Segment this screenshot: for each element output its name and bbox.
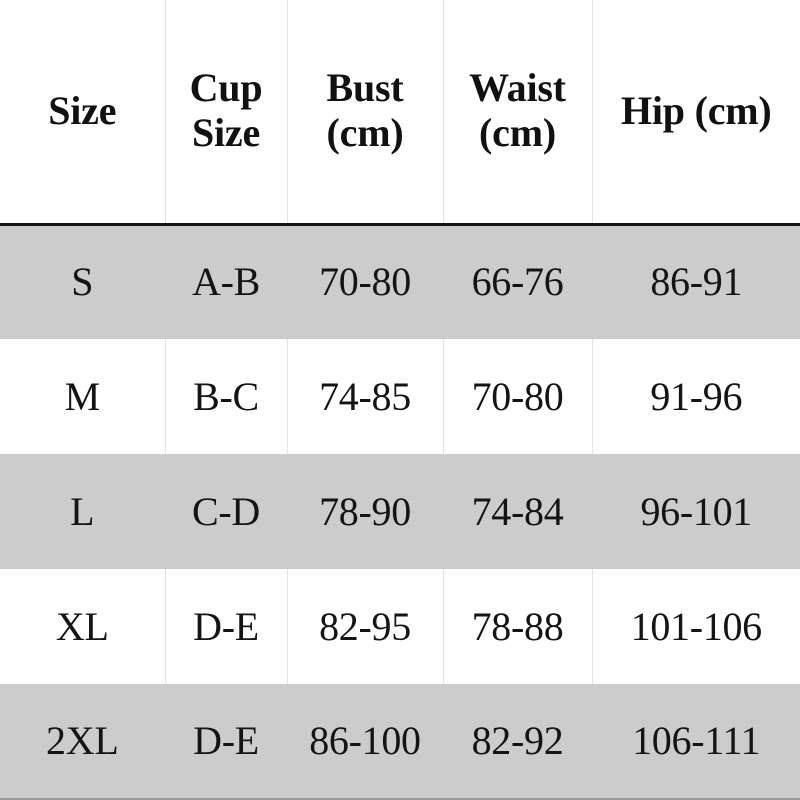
cell-bust: 70-80 <box>287 224 444 339</box>
table-row: M B-C 74-85 70-80 91-96 <box>0 339 800 454</box>
cell-waist: 66-76 <box>443 224 593 339</box>
cell-waist: 78-88 <box>443 569 593 684</box>
table-header-row: Size Cup Size Bust (cm) Waist (cm) Hip (… <box>0 0 800 226</box>
table-row: L C-D 78-90 74-84 96-101 <box>0 454 800 569</box>
column-header-size: Size <box>0 0 166 226</box>
cell-cup-size: D-E <box>165 569 288 684</box>
cell-size: L <box>0 454 166 569</box>
cell-waist: 70-80 <box>443 339 593 454</box>
cell-hip: 96-101 <box>592 454 800 569</box>
table-header: Size Cup Size Bust (cm) Waist (cm) Hip (… <box>0 0 800 226</box>
column-header-bust: Bust (cm) <box>287 0 444 226</box>
cell-hip: 101-106 <box>592 569 800 684</box>
cell-hip: 106-111 <box>592 684 800 800</box>
cell-size: XL <box>0 569 166 684</box>
cell-cup-size: B-C <box>165 339 288 454</box>
column-header-cup-size: Cup Size <box>165 0 288 226</box>
table-row: XL D-E 82-95 78-88 101-106 <box>0 569 800 684</box>
cell-cup-size: D-E <box>165 684 288 800</box>
column-header-hip: Hip (cm) <box>592 0 800 226</box>
cell-cup-size: A-B <box>165 224 288 339</box>
cell-waist: 74-84 <box>443 454 593 569</box>
table-row: S A-B 70-80 66-76 86-91 <box>0 224 800 339</box>
cell-size: S <box>0 224 166 339</box>
cell-cup-size: C-D <box>165 454 288 569</box>
table-body: S A-B 70-80 66-76 86-91 M B-C 74-85 70-8… <box>0 224 800 800</box>
column-header-waist: Waist (cm) <box>443 0 593 226</box>
cell-size: 2XL <box>0 684 166 800</box>
cell-bust: 82-95 <box>287 569 444 684</box>
cell-hip: 91-96 <box>592 339 800 454</box>
cell-bust: 74-85 <box>287 339 444 454</box>
table-row: 2XL D-E 86-100 82-92 106-111 <box>0 684 800 800</box>
cell-hip: 86-91 <box>592 224 800 339</box>
cell-bust: 78-90 <box>287 454 444 569</box>
cell-bust: 86-100 <box>287 684 444 800</box>
cell-size: M <box>0 339 166 454</box>
cell-waist: 82-92 <box>443 684 593 800</box>
